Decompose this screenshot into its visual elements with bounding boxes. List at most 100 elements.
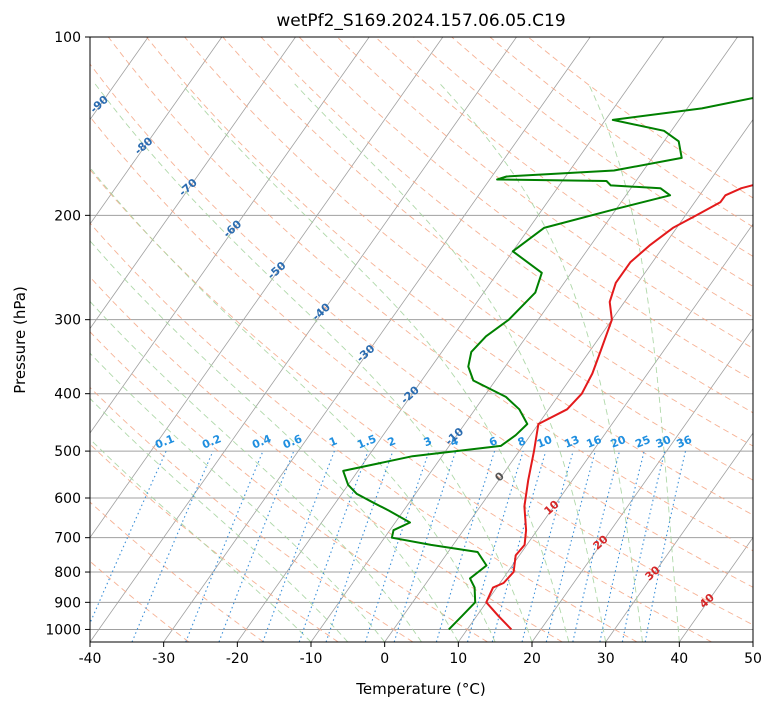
isotherm-line	[237, 37, 665, 642]
dewpoint-profile-line	[342, 96, 753, 631]
isotherm-line	[310, 37, 738, 642]
isotherm-line	[163, 37, 591, 642]
moist-adiabat-line	[90, 397, 349, 642]
mixing-ratio-label: 8	[516, 434, 528, 449]
moist-adiabat-line	[294, 83, 607, 642]
dry-adiabat-line	[90, 331, 488, 642]
isotherm-line	[458, 223, 753, 642]
mixing-ratio-label: 2	[386, 434, 398, 449]
dry-adiabat-line	[336, 37, 753, 349]
y-tick-label: 100	[54, 30, 81, 46]
y-tick-label: 700	[54, 531, 81, 547]
isotherm-line	[752, 641, 753, 642]
dry-adiabat-line	[184, 37, 753, 481]
moist-adiabat-line	[90, 300, 422, 642]
mixing-ratio-line	[131, 450, 214, 642]
isotherm-label: -10	[443, 425, 467, 448]
dry-adiabat-line	[146, 37, 753, 516]
mixing-ratio-line	[185, 450, 264, 642]
mixing-ratio-label: 1.5	[355, 432, 378, 451]
mixing-ratio-label: 0.1	[153, 432, 176, 451]
mixing-ratio-line	[435, 450, 496, 642]
dry-adiabat-line	[298, 37, 753, 381]
y-tick-label: 600	[54, 491, 81, 507]
y-tick-label: 1000	[45, 622, 81, 638]
dry-adiabat-line	[90, 63, 753, 588]
isotherm-line	[90, 37, 444, 539]
mixing-ratio-label: 1	[327, 434, 339, 449]
mixing-ratio-line	[521, 450, 574, 642]
mixing-ratio-label: 25	[633, 433, 652, 451]
y-tick-label: 900	[54, 595, 81, 611]
isotherm-label: -100	[40, 49, 69, 77]
temperature-profile-line	[485, 184, 753, 631]
mixing-ratio-label: 0.4	[250, 432, 273, 451]
mixing-ratio-label: 30	[654, 433, 673, 451]
moist-adiabat-line	[90, 167, 496, 642]
dry-adiabat-line	[90, 115, 753, 626]
chart-title: wetPf2_S169.2024.157.06.05.C19	[276, 11, 565, 31]
isotherm-line	[679, 536, 753, 642]
mixing-ratio-line	[262, 450, 335, 642]
y-tick-label: 800	[54, 565, 81, 581]
x-tick-label: -30	[152, 651, 175, 667]
mixing-ratio-line	[325, 450, 394, 642]
isotherm-line	[90, 37, 517, 642]
dry-adiabat-line	[489, 37, 753, 228]
mixing-ratio-label: 10	[535, 433, 554, 451]
y-tick-label: 200	[54, 208, 81, 224]
mixing-ratio-line	[491, 450, 547, 642]
moist-adiabat-line	[94, 83, 533, 642]
y-axis-label: Pressure (hPa)	[11, 286, 29, 394]
mixing-ratio-line	[644, 450, 687, 642]
plot-frame	[89, 36, 754, 643]
mixing-ratio-label: 13	[562, 433, 581, 451]
dry-adiabat-line	[107, 37, 753, 552]
dry-adiabat-line	[90, 501, 264, 642]
isotherm-label: -90	[88, 93, 112, 116]
x-tick-label: 0	[380, 651, 389, 667]
dry-adiabat-line	[90, 222, 638, 642]
x-tick-label: -20	[226, 651, 249, 667]
mixing-ratio-line	[364, 450, 430, 642]
x-tick-label: -10	[300, 651, 323, 667]
mixing-ratio-line	[545, 450, 596, 642]
dry-adiabat-line	[90, 443, 339, 642]
mixing-ratio-line	[298, 450, 369, 642]
x-tick-label: 50	[744, 651, 762, 667]
mixing-ratio-label: 3	[422, 434, 434, 449]
isotherm-label: -20	[398, 383, 422, 406]
isotherm-line	[605, 432, 753, 642]
mixing-ratio-line	[218, 450, 295, 642]
isotherm-line	[0, 37, 1, 642]
moist-adiabat-line	[439, 83, 643, 642]
dry-adiabat-line	[451, 37, 753, 257]
y-tick-label: 300	[54, 313, 81, 329]
x-tick-label: 10	[449, 651, 467, 667]
moist-adiabat-line	[181, 83, 570, 642]
isotherm-label: 20	[591, 533, 611, 553]
moist-adiabat-line	[90, 438, 312, 642]
dry-adiabat-line	[260, 37, 753, 414]
chart-axes: -40 -30 -20 -10 0 10 20 30 40 50 100 200 300 400 500 60…	[45, 30, 762, 667]
isotherm-line	[384, 118, 753, 642]
x-tick-label: 20	[523, 651, 541, 667]
x-axis-label: Temperature (°C)	[355, 680, 485, 698]
mixing-ratio-line	[466, 450, 524, 642]
mixing-ratio-line	[599, 450, 645, 642]
isotherm-line	[90, 37, 223, 225]
y-tick-label: 500	[54, 444, 81, 460]
moist-adiabat-line	[90, 352, 386, 642]
chart-grid	[0, 37, 753, 642]
y-tick-label: 400	[54, 387, 81, 403]
x-tick-label: 40	[670, 651, 688, 667]
moist-adiabat-line	[90, 240, 459, 642]
isotherm-label: -50	[265, 259, 289, 282]
mixing-ratio-line	[393, 450, 457, 642]
isotherm-line	[90, 37, 296, 330]
mixing-ratio-label: 16	[584, 433, 603, 451]
isotherm-line	[90, 37, 370, 434]
dry-adiabat-line	[90, 276, 563, 642]
mixing-ratio-line	[90, 450, 167, 625]
